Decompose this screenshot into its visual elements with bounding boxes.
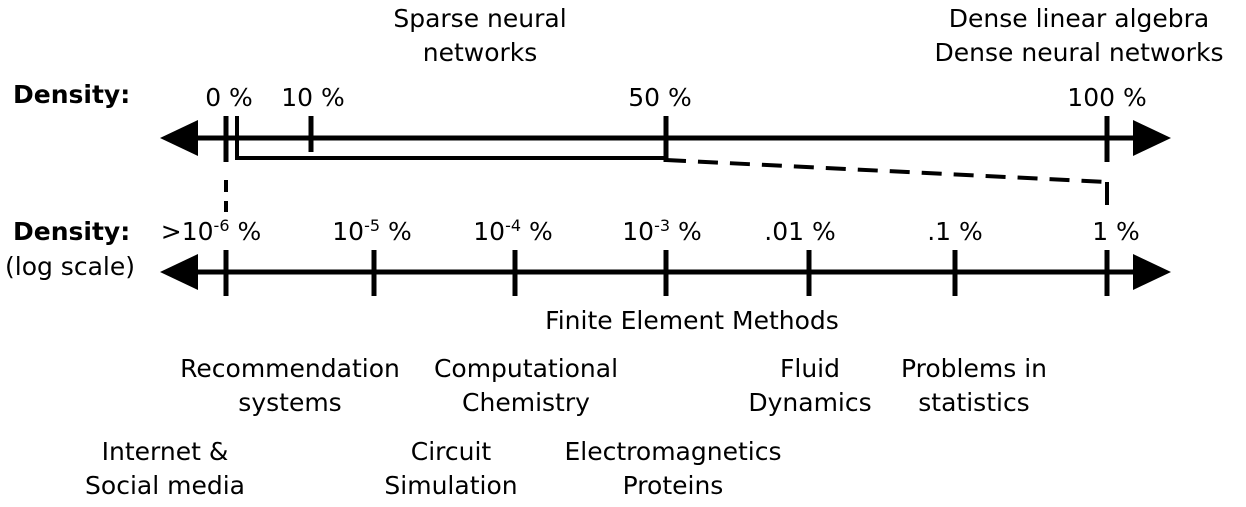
annotation-sparse-nn: Sparse neural networks [393, 2, 566, 70]
bottom-axis [160, 250, 1171, 296]
application-chemistry: Computational Chemistry [434, 352, 618, 420]
top-axis-title: Density: [13, 80, 131, 109]
tick-exponent: -4 [505, 216, 522, 235]
annotation-line: networks [422, 38, 538, 67]
application-line: Electromagnetics [564, 437, 782, 466]
application-statistics: Problems in statistics [901, 352, 1047, 420]
bottom-axis-title: Density: [13, 217, 131, 246]
bottom-tick-label: .01 % [764, 217, 836, 246]
application-fluid: Fluid Dynamics [748, 352, 871, 420]
tick-suffix: % [670, 217, 702, 246]
application-line: Social media [85, 471, 245, 500]
bottom-tick-label: 1 % [1092, 217, 1140, 246]
zoom-connector-diagonal [665, 158, 1108, 184]
top-axis-left-arrow [160, 120, 198, 156]
tick-exponent: -5 [364, 216, 381, 235]
application-line: Circuit [410, 437, 492, 466]
tick-exponent: -6 [213, 216, 230, 235]
tick-base: 10 [622, 217, 655, 246]
application-line: Recommendation [180, 354, 400, 383]
bottom-axis-right-arrow [1133, 254, 1171, 290]
application-finite-element: Finite Element Methods [545, 306, 839, 335]
annotation-line: Dense neural networks [934, 38, 1224, 67]
application-recommendation: Recommendation systems [180, 352, 400, 420]
top-tick-label: 10 % [281, 83, 345, 112]
tick-prefix: > [160, 217, 182, 246]
annotation-line: Dense linear algebra [948, 4, 1210, 33]
top-tick-label: 50 % [628, 83, 692, 112]
application-line: Internet & [101, 437, 229, 466]
bottom-axis-left-arrow [160, 254, 198, 290]
bottom-tick-label: >10-6 % [161, 215, 261, 249]
top-tick-label: 0 % [205, 83, 253, 112]
application-line: Proteins [622, 471, 724, 500]
bottom-tick-label: 10-5 % [332, 215, 411, 249]
bottom-tick-label: 10-4 % [473, 215, 552, 249]
application-electromagnetics: Electromagnetics Proteins [565, 435, 782, 503]
application-circuit: Circuit Simulation [384, 435, 517, 503]
tick-suffix: % [229, 217, 262, 246]
tick-base: 10 [473, 217, 506, 246]
application-line: Dynamics [748, 388, 872, 417]
application-line: Problems in [901, 354, 1047, 383]
top-axis-right-arrow [1133, 120, 1171, 156]
annotation-line: Sparse neural [393, 4, 567, 33]
annotation-dense: Dense linear algebra Dense neural networ… [935, 2, 1224, 70]
bottom-tick-label: .1 % [927, 217, 983, 246]
bottom-tick-label: 10-3 % [622, 215, 701, 249]
application-line: Chemistry [462, 388, 590, 417]
tick-exponent: -3 [654, 216, 671, 235]
zoom-bracket [235, 116, 666, 160]
tick-suffix: % [380, 217, 412, 246]
application-line: statistics [918, 388, 1030, 417]
application-line: systems [238, 388, 342, 417]
application-line: Simulation [384, 471, 518, 500]
application-line: Computational [433, 354, 619, 383]
top-tick-label: 100 % [1067, 83, 1147, 112]
top-axis [160, 116, 1171, 162]
tick-suffix: % [521, 217, 553, 246]
tick-base: 10 [332, 217, 365, 246]
application-internet: Internet & Social media [85, 435, 245, 503]
application-line: Fluid [780, 354, 840, 383]
tick-base: 10 [181, 217, 214, 246]
bottom-axis-subtitle: (log scale) [5, 252, 135, 281]
